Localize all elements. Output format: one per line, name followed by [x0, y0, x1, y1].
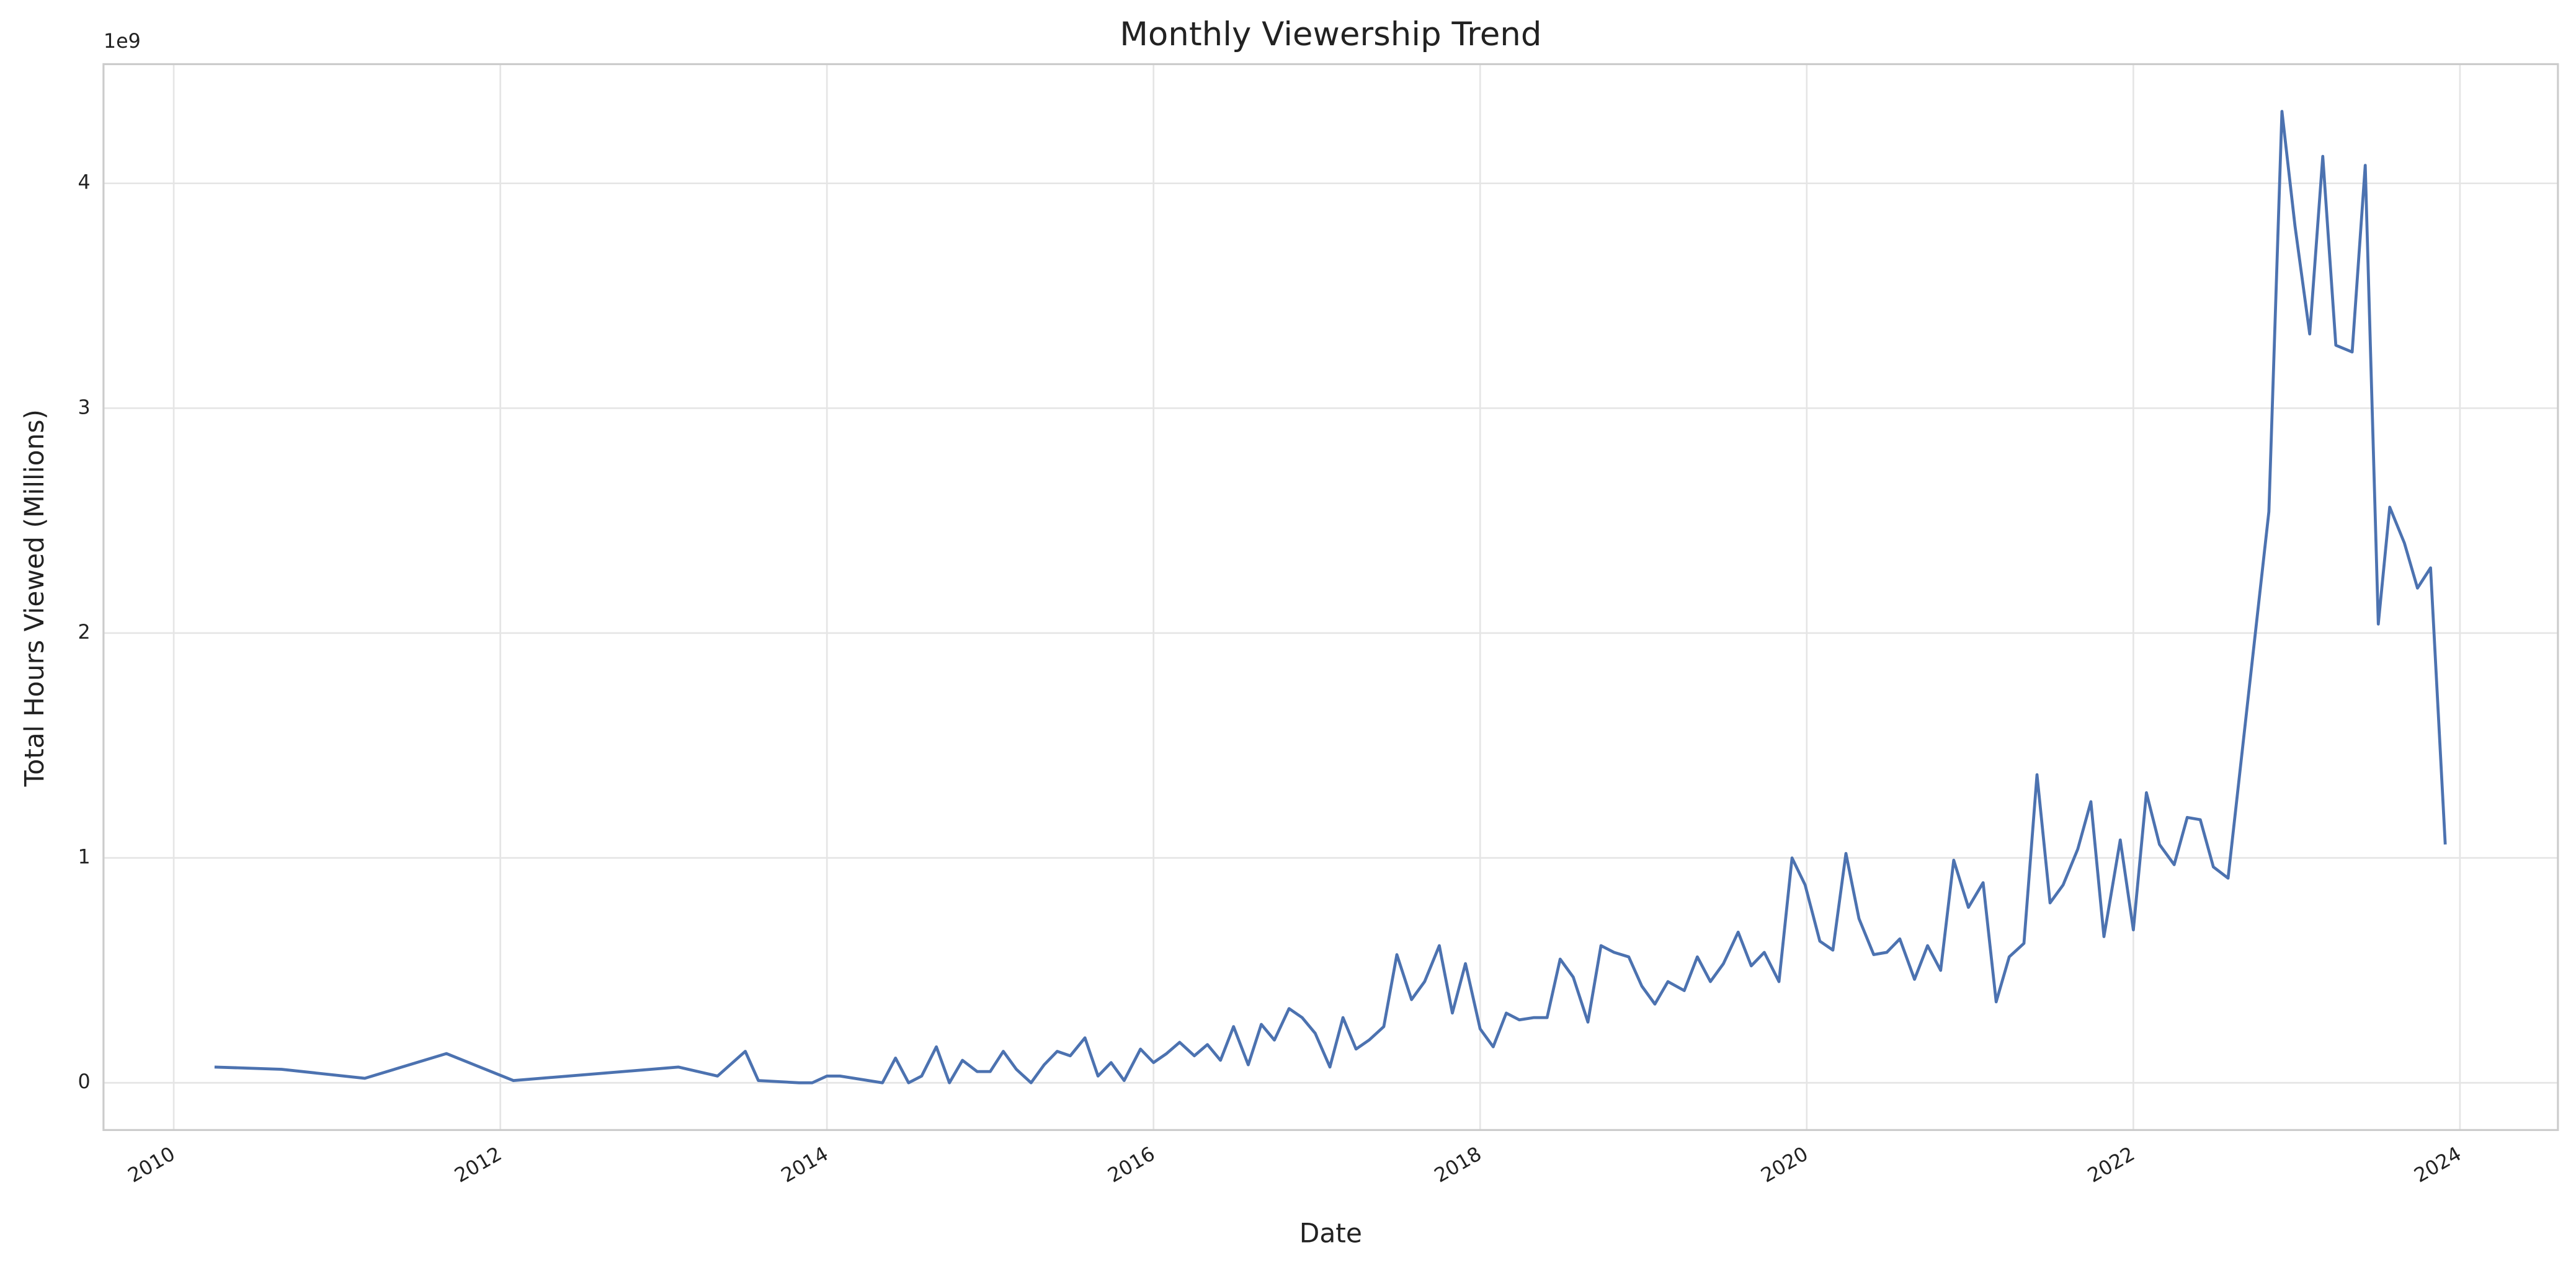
x-tick-label: 2010 [125, 1143, 179, 1187]
x-tick-label: 2024 [2410, 1143, 2465, 1187]
x-tick-label: 2018 [1431, 1143, 1486, 1187]
y-tick-label: 1 [78, 846, 90, 869]
x-tick-label: 2022 [2084, 1143, 2139, 1187]
x-axis-label: Date [1299, 1218, 1362, 1248]
y-offset-label: 1e9 [104, 30, 141, 53]
y-axis-label: Total Hours Viewed (Millions) [19, 409, 50, 787]
y-tick-label: 0 [78, 1071, 90, 1093]
x-tick-label: 2020 [1757, 1143, 1812, 1187]
x-tick-label: 2016 [1104, 1143, 1159, 1187]
y-tick-label: 3 [78, 396, 90, 419]
y-tick-label: 2 [78, 621, 90, 644]
x-tick-label: 2014 [778, 1143, 832, 1187]
plot-frame [102, 63, 2559, 1131]
line [214, 110, 2447, 1084]
y-tick-label: 4 [78, 172, 90, 194]
x-tick-label: 2012 [451, 1143, 506, 1187]
chart-title: Monthly Viewership Trend [1120, 16, 1541, 53]
